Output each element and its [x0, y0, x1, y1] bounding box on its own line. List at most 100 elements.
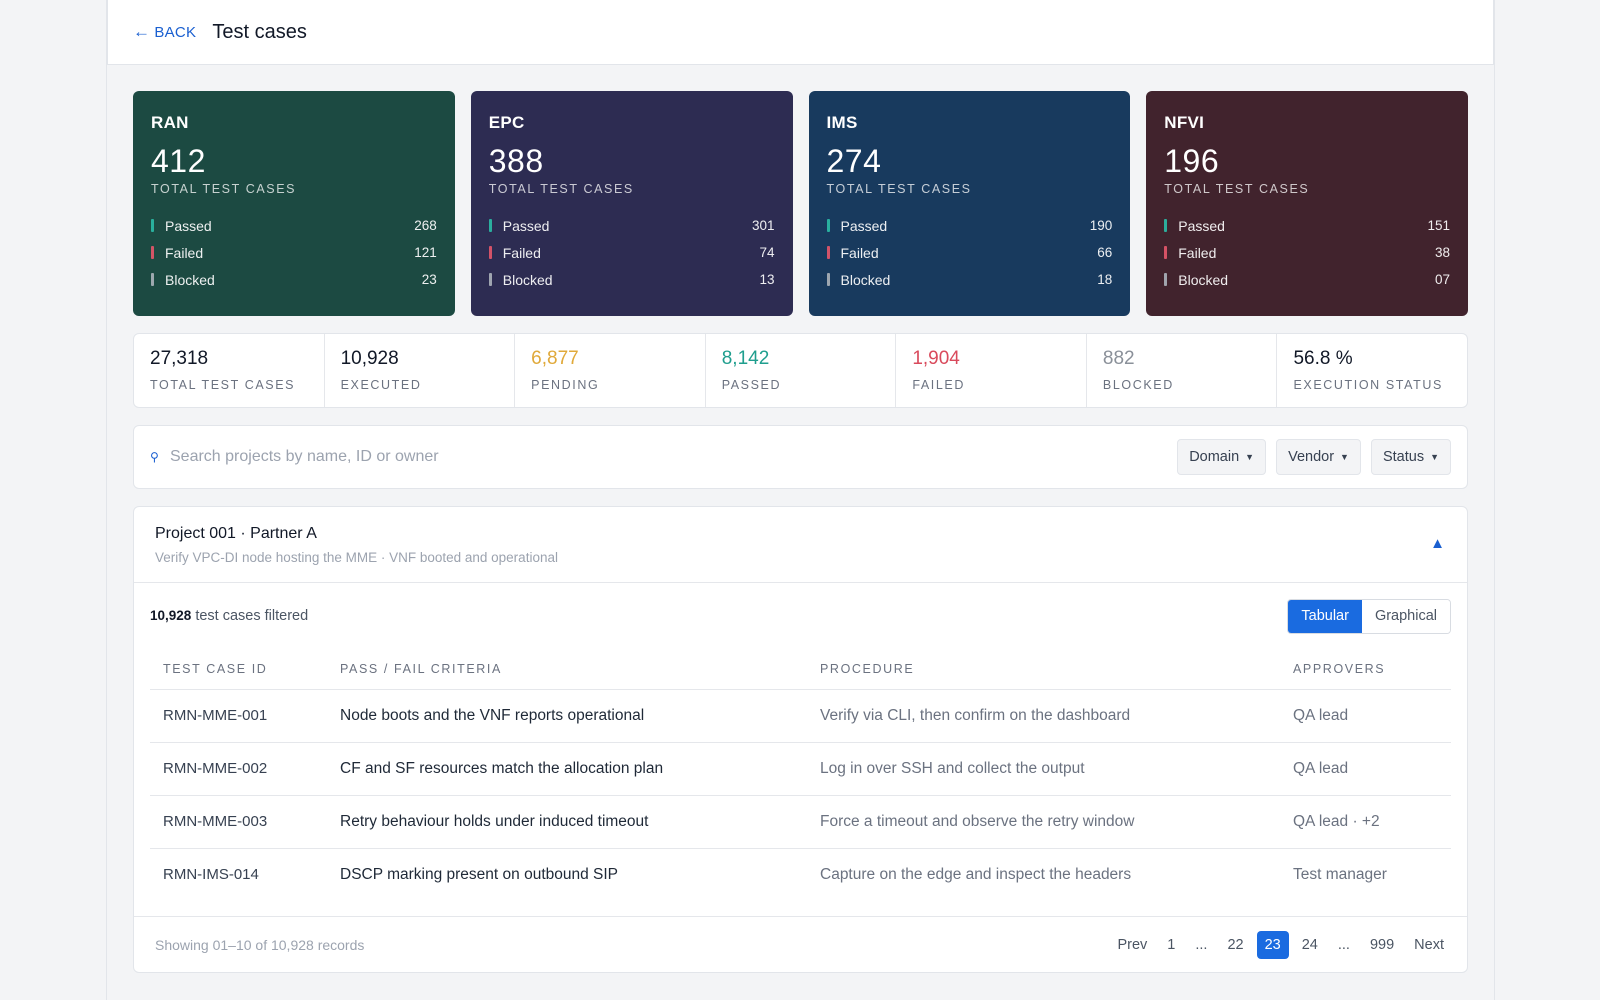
records-summary: Showing 01–10 of 10,928 records — [155, 936, 365, 953]
card-row-label: Passed — [165, 217, 212, 234]
vendor-filter-button[interactable]: Vendor ▼ — [1276, 439, 1361, 475]
pagination-page-24[interactable]: 24 — [1301, 936, 1318, 953]
cell-approvers: QA lead — [1280, 689, 1451, 743]
pagination-page-23[interactable]: 23 — [1256, 930, 1289, 959]
test-cases-table: TEST CASE ID PASS / FAIL CRITERIA PROCED… — [150, 649, 1451, 901]
stat-value: 882 — [1102, 348, 1135, 369]
cell-criteria: CF and SF resources match the allocation… — [327, 742, 807, 796]
card-total: 274 — [826, 143, 882, 179]
cell-test-case-id[interactable]: RMN-IMS-014 — [163, 866, 259, 884]
search-icon: ⚲ — [150, 450, 159, 464]
status-filter-button[interactable]: Status ▼ — [1370, 439, 1451, 475]
collapse-up-icon[interactable]: ▲ — [1430, 535, 1445, 552]
project-title: Project 001 · Partner A — [155, 525, 317, 542]
pagination-page-22[interactable]: 22 — [1227, 936, 1244, 953]
status-bar-blocked — [151, 273, 154, 286]
back-label: BACK — [154, 23, 197, 41]
filtered-count-value: 10,928 — [150, 608, 192, 623]
column-header-procedure[interactable]: PROCEDURE — [807, 649, 1280, 690]
card-title: RAN — [151, 113, 189, 132]
column-header-id[interactable]: TEST CASE ID — [150, 649, 327, 690]
arrow-left-icon: ← — [133, 22, 151, 41]
stat-value: 1,904 — [912, 348, 960, 369]
back-button[interactable]: ← BACK — [133, 22, 196, 42]
card-row-label: Failed — [502, 244, 541, 261]
filtered-count: 10,928 test cases filtered — [150, 608, 308, 624]
card-row-blocked: Blocked 23 — [151, 266, 437, 293]
view-toggle: Tabular Graphical — [1287, 598, 1451, 634]
stat-label: PASSED — [721, 378, 782, 392]
status-bar-failed — [488, 246, 492, 259]
domain-card-ran[interactable]: RAN 412 TOTAL TEST CASES Passed 268 Fail… — [133, 91, 455, 316]
card-row-label: Blocked — [1178, 271, 1229, 288]
domain-card-nfvi[interactable]: NFVI 196 TOTAL TEST CASES Passed 151 Fai… — [1146, 91, 1468, 316]
cell-criteria: DSCP marking present on outbound SIP — [340, 865, 619, 883]
status-bar-passed — [151, 219, 154, 232]
pagination-ellipsis: ... — [1195, 936, 1208, 953]
card-row-value: 18 — [1097, 272, 1113, 287]
stat-label: TOTAL TEST CASES — [150, 378, 296, 392]
card-row-failed: Failed 38 — [1164, 239, 1450, 266]
domain-filter-button[interactable]: Domain ▼ — [1177, 439, 1267, 475]
tab-graphical[interactable]: Graphical — [1361, 599, 1450, 633]
card-row-label: Passed — [1178, 217, 1225, 234]
stat-execution-status: 56.8 % EXECUTION STATUS — [1277, 334, 1467, 407]
card-subtitle: TOTAL TEST CASES — [826, 182, 972, 196]
domain-card-epc[interactable]: EPC 388 TOTAL TEST CASES Passed 301 Fail… — [470, 91, 793, 316]
pagination: Prev 1 ... 22 23 24 ... 999 Next — [1110, 930, 1451, 959]
column-header-approvers[interactable]: APPROVERS — [1280, 649, 1451, 690]
domain-cards: RAN 412 TOTAL TEST CASES Passed 268 Fail… — [133, 91, 1468, 316]
table-header-row: TEST CASE ID PASS / FAIL CRITERIA PROCED… — [150, 649, 1451, 690]
status-bar-blocked — [826, 273, 830, 286]
card-title: IMS — [826, 113, 858, 132]
status-bar-blocked — [488, 273, 492, 286]
table-row[interactable]: RMN-MME-003 Retry behaviour holds under … — [150, 795, 1451, 849]
stat-label: EXECUTED — [340, 378, 422, 392]
stat-label: BLOCKED — [1102, 378, 1174, 392]
status-bar-failed — [1164, 246, 1168, 259]
card-title: EPC — [488, 113, 525, 132]
card-row-value: 07 — [1434, 272, 1450, 287]
pagination-page-1[interactable]: 1 — [1167, 936, 1176, 953]
app-frame: ← BACK Test cases RAN 412 TOTAL TEST CAS… — [106, 0, 1495, 1000]
card-row-label: Blocked — [502, 271, 553, 288]
caret-down-icon: ▼ — [1340, 452, 1349, 462]
pagination-next[interactable]: Next — [1414, 936, 1444, 953]
filtered-count-suffix: test cases filtered — [195, 608, 309, 624]
status-bar-passed — [826, 219, 830, 232]
search-input[interactable] — [170, 448, 1168, 466]
pagination-page-999[interactable]: 999 — [1369, 936, 1395, 953]
stat-label: FAILED — [912, 378, 965, 392]
cell-test-case-id[interactable]: RMN-MME-002 — [150, 742, 327, 796]
table-row[interactable]: RMN-IMS-014 DSCP marking present on outb… — [150, 848, 1451, 901]
cell-procedure: Verify via CLI, then confirm on the dash… — [807, 689, 1280, 743]
stat-passed: 8,142 PASSED — [706, 334, 897, 407]
card-row-failed: Failed 74 — [488, 239, 775, 266]
cell-procedure: Log in over SSH and collect the output — [807, 742, 1280, 796]
card-row-value: 66 — [1097, 245, 1113, 260]
card-row-label: Failed — [1178, 244, 1217, 261]
cell-criteria: Node boots and the VNF reports operation… — [327, 689, 807, 743]
domain-card-ims[interactable]: IMS 274 TOTAL TEST CASES Passed 190 Fail… — [808, 91, 1131, 316]
card-subtitle: TOTAL TEST CASES — [151, 182, 297, 196]
pagination-prev[interactable]: Prev — [1117, 936, 1148, 953]
project-panel: Project 001 · Partner A Verify VPC-DI no… — [133, 506, 1468, 973]
table-row[interactable]: RMN-MME-001 Node boots and the VNF repor… — [150, 689, 1451, 743]
card-row-passed: Passed 301 — [488, 212, 775, 239]
card-row-value: 121 — [414, 245, 437, 260]
project-header: Project 001 · Partner A Verify VPC-DI no… — [134, 507, 1467, 583]
table-row[interactable]: RMN-MME-002 CF and SF resources match th… — [150, 742, 1451, 796]
card-total: 196 — [1164, 143, 1220, 179]
column-header-criteria[interactable]: PASS / FAIL CRITERIA — [327, 649, 807, 690]
card-row-blocked: Blocked 18 — [826, 266, 1113, 293]
cell-test-case-id[interactable]: RMN-MME-003 — [150, 795, 327, 849]
card-row-label: Failed — [840, 244, 879, 261]
card-row-label: Blocked — [165, 271, 215, 288]
card-row-failed: Failed 121 — [151, 239, 437, 266]
card-row-value: 301 — [751, 218, 775, 233]
cell-approvers: Test manager — [1293, 865, 1387, 883]
cell-test-case-id[interactable]: RMN-MME-001 — [150, 689, 327, 743]
tab-tabular[interactable]: Tabular — [1288, 599, 1362, 633]
card-row-value: 13 — [759, 272, 775, 287]
search-bar: ⚲ Domain ▼ Vendor ▼ Status ▼ — [133, 425, 1468, 489]
